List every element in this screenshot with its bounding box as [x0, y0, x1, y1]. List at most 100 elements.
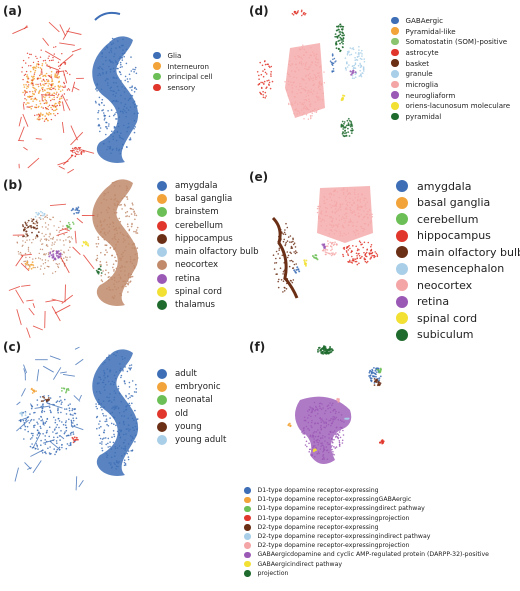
cell-point: [103, 143, 105, 145]
cell-point: [120, 73, 122, 76]
cell-strand: [42, 439, 55, 444]
cell-point: [111, 43, 113, 46]
cell-point: [29, 252, 31, 254]
cell-point: [119, 56, 121, 58]
cell-point: [49, 251, 52, 254]
cell-point: [98, 390, 101, 393]
cell-point: [125, 394, 127, 397]
legend-label: main olfactory bulb: [417, 245, 520, 259]
cell-point: [127, 236, 130, 239]
cell-point: [49, 397, 52, 399]
cell-point: [303, 436, 306, 438]
cell-point: [64, 70, 67, 72]
cell-point: [364, 260, 367, 263]
cell-strand: [16, 419, 30, 432]
cell-point: [310, 91, 313, 93]
scatter-plot-d: [256, 9, 366, 138]
cell-point: [124, 462, 127, 465]
cell-point: [275, 257, 277, 260]
cell-point: [56, 239, 58, 241]
cell-point: [305, 75, 307, 78]
cell-point: [40, 214, 42, 217]
cell-point: [101, 443, 103, 445]
cell-point: [301, 430, 303, 433]
cell-point: [42, 96, 45, 98]
legend-label: GABAergic: [405, 15, 443, 25]
cell-point: [298, 270, 301, 273]
cell-point: [301, 103, 303, 106]
cell-point: [323, 458, 326, 460]
cell-point: [320, 408, 323, 411]
cell-point: [57, 256, 60, 259]
cell-strand: [32, 432, 42, 449]
cell-point: [68, 407, 71, 409]
cell-point: [24, 428, 26, 431]
cell-point: [38, 105, 40, 108]
legend-item: D1-type dopamine receptor-expressingGABA…: [244, 495, 489, 504]
cell-point: [107, 276, 110, 279]
cell-strand: [78, 394, 82, 400]
cell-point: [304, 107, 307, 110]
cell-point: [25, 222, 27, 225]
cell-point: [41, 117, 44, 120]
cell-strand: [60, 371, 67, 374]
cell-point: [268, 65, 270, 67]
cell-point: [326, 441, 329, 444]
cell-point: [121, 415, 123, 417]
cell-point: [315, 431, 318, 433]
cell-point: [105, 453, 108, 455]
cell-point: [17, 251, 20, 253]
cell-point: [315, 95, 318, 98]
cell-point: [319, 437, 322, 440]
cell-point: [319, 402, 322, 405]
cell-point: [281, 232, 283, 234]
cell-point: [303, 88, 305, 90]
cell-point: [305, 262, 308, 265]
cell-point: [338, 208, 340, 210]
cell-point: [107, 191, 109, 194]
legend-swatch: [157, 287, 167, 298]
cell-point: [342, 25, 345, 28]
cell-point: [121, 355, 123, 358]
cell-point: [346, 190, 348, 193]
cell-point: [53, 46, 55, 48]
cell-point: [113, 90, 115, 93]
legend-swatch: [396, 262, 408, 275]
cell-point: [22, 225, 25, 228]
cell-cluster: [293, 266, 301, 274]
cell-point: [100, 230, 102, 233]
cell-point: [58, 226, 60, 229]
cell-point: [117, 67, 119, 70]
cell-point: [330, 206, 332, 209]
cell-point: [27, 250, 30, 252]
cell-point: [123, 453, 126, 455]
cell-point: [357, 64, 360, 67]
cell-point: [119, 231, 122, 234]
cell-point: [33, 73, 36, 75]
cell-point: [326, 405, 329, 407]
cell-point: [121, 59, 124, 61]
cell-point: [29, 70, 32, 73]
cell-point: [72, 417, 74, 419]
cell-point: [336, 37, 339, 39]
cell-point: [309, 66, 311, 68]
cell-point: [349, 197, 351, 200]
cell-point: [109, 417, 111, 419]
cell-point: [42, 90, 44, 92]
cell-point: [354, 62, 357, 64]
cell-point: [124, 357, 126, 359]
cell-point: [128, 386, 131, 388]
cell-point: [335, 47, 338, 50]
cell-point: [352, 258, 354, 260]
cell-point: [371, 216, 374, 218]
cell-point: [52, 88, 54, 90]
cell-point: [57, 265, 59, 267]
cell-point: [53, 243, 55, 245]
cell-point: [302, 427, 305, 430]
cell-point: [120, 253, 123, 256]
cell-cluster: [34, 210, 46, 220]
cell-point: [72, 414, 74, 416]
cell-point: [296, 110, 298, 112]
cell-point: [325, 418, 328, 420]
cell-point: [314, 254, 317, 257]
